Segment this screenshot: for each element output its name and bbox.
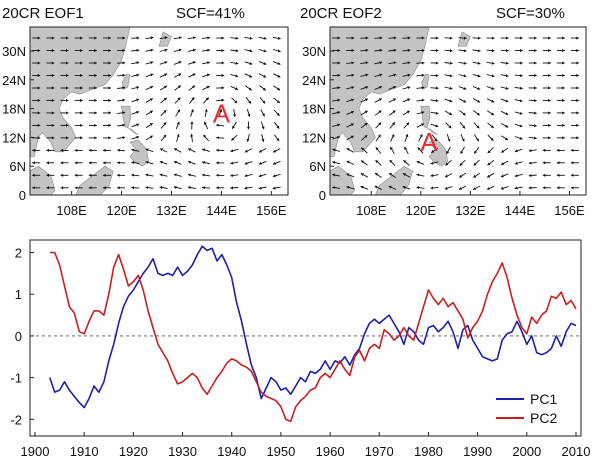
anticyclone-center-label: A [213, 98, 231, 128]
land-mass [122, 73, 131, 90]
land-mass [30, 27, 131, 157]
lat-tick-label: 18N [302, 102, 326, 117]
series-line-pc1 [49, 245, 577, 409]
land-mass [420, 105, 438, 136]
land-mass [121, 105, 139, 136]
lon-tick-label: 156E [554, 203, 585, 218]
x-tick-label: 1970 [365, 444, 394, 459]
land-mass [129, 139, 149, 167]
x-tick-label: 1900 [21, 444, 50, 459]
map-frame [29, 26, 289, 196]
lat-tick-label: 12N [2, 130, 26, 145]
lon-tick-label: 132E [455, 203, 486, 218]
wind-vectors [332, 36, 579, 191]
lat-tick-label: 6N [309, 159, 326, 174]
legend-label: PC2 [530, 410, 557, 426]
x-tick-label: 1960 [316, 444, 345, 459]
x-tick-label: 1920 [119, 444, 148, 459]
legend-label: PC1 [530, 391, 557, 407]
y-tick-label: -1 [10, 371, 22, 386]
y-tick-label: -2 [10, 412, 22, 427]
x-tick-label: 1930 [168, 444, 197, 459]
eof1-scf: SCF=41% [176, 5, 245, 22]
lat-tick-label: 18N [2, 102, 26, 117]
lon-tick-label: 120E [106, 203, 137, 218]
eof2-scf: SCF=30% [496, 5, 565, 22]
map-frame [329, 26, 587, 196]
eof2-title: 20CR EOF2 [300, 5, 382, 22]
x-tick-label: 2000 [512, 444, 541, 459]
eof1-map: A 0 6N 12N 18N 24N 30N 108E 120E 132E 144E 156E [2, 26, 289, 218]
series-line-pc2 [49, 251, 577, 423]
land-mass [421, 73, 430, 90]
y-tick-label: 2 [15, 246, 22, 261]
x-tick-label: 1990 [463, 444, 492, 459]
lat-tick-label: 30N [2, 44, 26, 59]
y-tick-label: 1 [15, 287, 22, 302]
lat-tick-label: 12N [302, 130, 326, 145]
x-tick-label: 1940 [217, 444, 246, 459]
lon-tick-label: 108E [56, 203, 87, 218]
plot-frame [29, 239, 582, 437]
lat-tick-label: 0 [19, 188, 26, 203]
eof2-map: A 0 6N 12N 18N 24N 30N 108E 120E 132E 144E 156E [302, 26, 587, 218]
x-tick-label: 2010 [562, 444, 591, 459]
lat-tick-label: 6N [9, 159, 26, 174]
lon-tick-label: 120E [406, 203, 437, 218]
land-mass [330, 27, 430, 157]
lon-tick-label: 144E [206, 203, 237, 218]
lat-tick-label: 24N [302, 73, 326, 88]
lon-tick-label: 108E [356, 203, 387, 218]
eof1-title: 20CR EOF1 [2, 5, 84, 22]
lon-tick-label: 144E [505, 203, 536, 218]
x-tick-label: 1980 [414, 444, 443, 459]
x-tick-label: 1950 [266, 444, 295, 459]
x-tick-label: 1910 [70, 444, 99, 459]
lat-tick-label: 30N [302, 44, 326, 59]
wind-vectors [32, 36, 281, 190]
anticyclone-center-label: A [420, 127, 438, 157]
lon-tick-label: 132E [156, 203, 187, 218]
lon-tick-label: 156E [256, 203, 287, 218]
lat-tick-label: 0 [319, 188, 326, 203]
pc-timeseries-chart: -2 -1 0 1 2 1900 1910 1920 1930 1940 1950 1960 1970 1… [10, 239, 591, 459]
lat-tick-label: 24N [2, 73, 26, 88]
y-tick-label: 0 [15, 329, 22, 344]
